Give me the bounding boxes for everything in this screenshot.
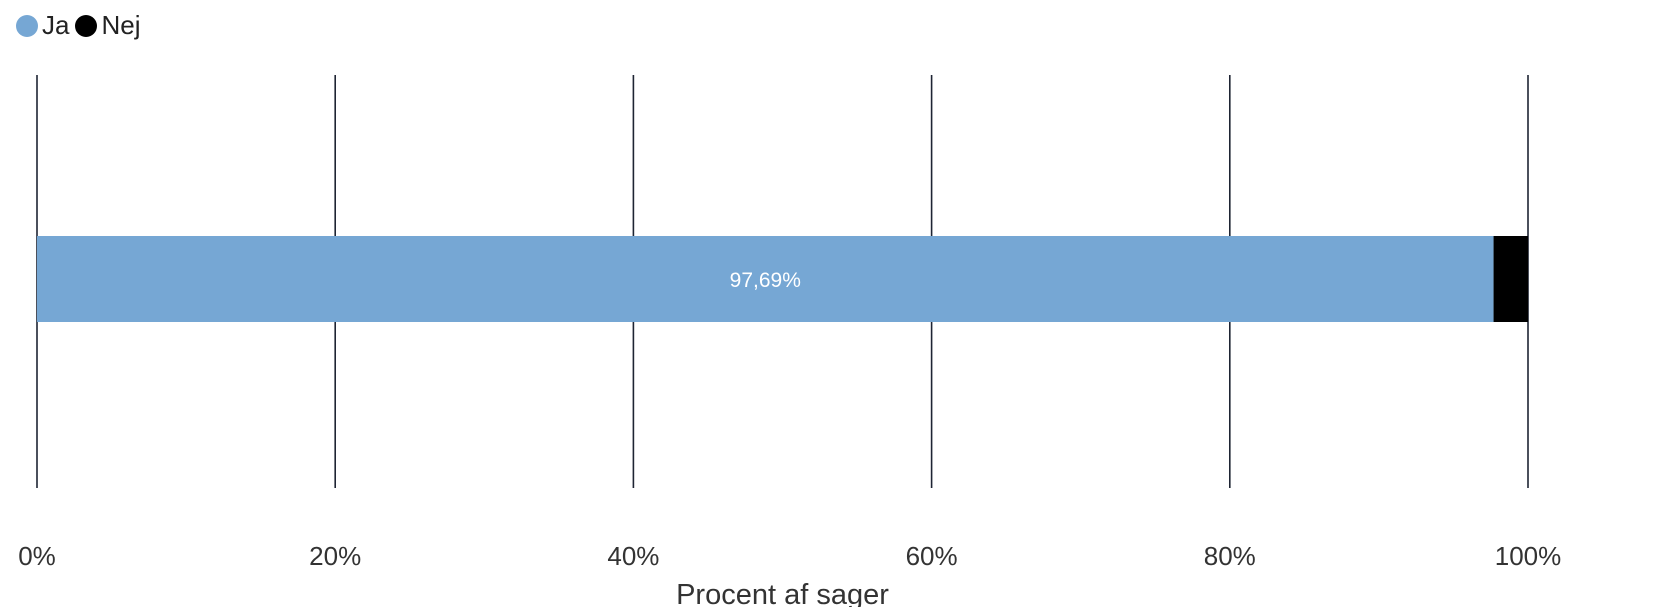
x-tick-label-4: 80% — [1204, 541, 1256, 571]
legend-item-ja[interactable]: Ja — [16, 10, 69, 41]
x-tick-label-1: 20% — [309, 541, 361, 571]
x-tick-label-5: 100% — [1495, 541, 1562, 571]
legend-swatch-nej — [75, 14, 98, 37]
bar-nej[interactable] — [1493, 236, 1528, 322]
x-tick-labels: 0% 20% 40% 60% 80% 100% — [18, 541, 1561, 571]
data-label-ja: 97,69% — [730, 269, 801, 292]
legend-label-ja: Ja — [42, 10, 70, 40]
x-tick-label-0: 0% — [18, 541, 56, 571]
legend-item-nej[interactable]: Nej — [75, 10, 140, 41]
legend: Ja Nej — [16, 10, 146, 41]
bar-labels: 97,69% — [730, 269, 801, 292]
legend-swatch-ja — [16, 14, 38, 37]
x-tick-label-2: 40% — [607, 541, 659, 571]
bars — [37, 236, 1528, 322]
bar-ja[interactable] — [37, 236, 1494, 322]
x-tick-label-3: 60% — [906, 541, 958, 571]
x-axis-title: Procent af sager — [676, 579, 889, 607]
legend-label-nej: Nej — [101, 10, 141, 40]
